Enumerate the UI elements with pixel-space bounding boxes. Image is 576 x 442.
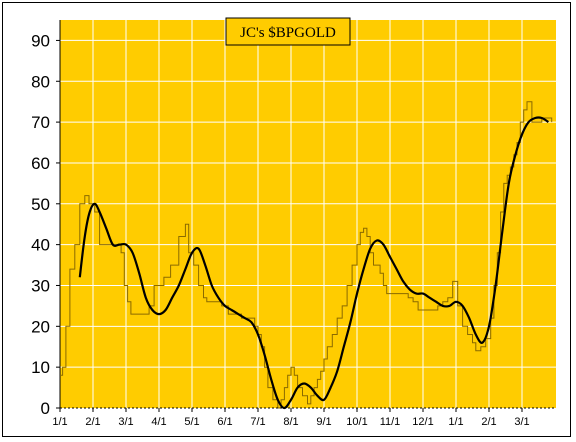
x-tick-label: 3/1 [514, 416, 529, 428]
x-tick-label: 7/1 [250, 416, 265, 428]
plot-area [60, 20, 556, 408]
x-axis-ticks: 1/1 2/1 3/1 4/1 5/1 6/1 7/1 8/1 9/1 10/1 11/1 12/1 1… [52, 408, 530, 428]
y-tick-label: 30 [31, 276, 50, 295]
x-tick-label: 2/1 [481, 416, 496, 428]
y-axis-ticks: 0 10 20 30 40 50 60 70 80 90 [31, 20, 61, 418]
series-layer [60, 101, 553, 410]
x-tick-label: 4/1 [151, 416, 166, 428]
y-tick-label: 60 [31, 154, 50, 173]
x-tick-label: 11/1 [380, 416, 401, 428]
x-tick-label: 5/1 [184, 416, 199, 428]
y-tick-label: 40 [31, 236, 50, 255]
x-tick-label: 9/1 [316, 416, 331, 428]
y-tick-label: 80 [31, 72, 50, 91]
x-tick-label: 10/1 [346, 416, 367, 428]
series-raw-step-line [60, 101, 553, 409]
x-tick-label: 1/1 [448, 416, 463, 428]
x-tick-label: 8/1 [283, 416, 298, 428]
chart-title: JC's $BPGOLD [240, 25, 336, 41]
x-tick-label: 1/1 [52, 416, 67, 428]
x-tick-label: 3/1 [118, 416, 133, 428]
y-tick-label: 10 [31, 358, 50, 377]
series-smooth-line [78, 116, 550, 410]
x-tick-label: 12/1 [412, 416, 433, 428]
chart-title-box: JC's $BPGOLD [225, 17, 351, 46]
y-tick-label: 70 [31, 113, 50, 132]
y-tick-label: 50 [31, 195, 50, 214]
y-tick-label: 90 [31, 31, 50, 50]
x-tick-label: 6/1 [217, 416, 232, 428]
y-tick-label: 0 [41, 399, 50, 418]
y-tick-label: 20 [31, 317, 50, 336]
x-tick-label: 2/1 [85, 416, 100, 428]
